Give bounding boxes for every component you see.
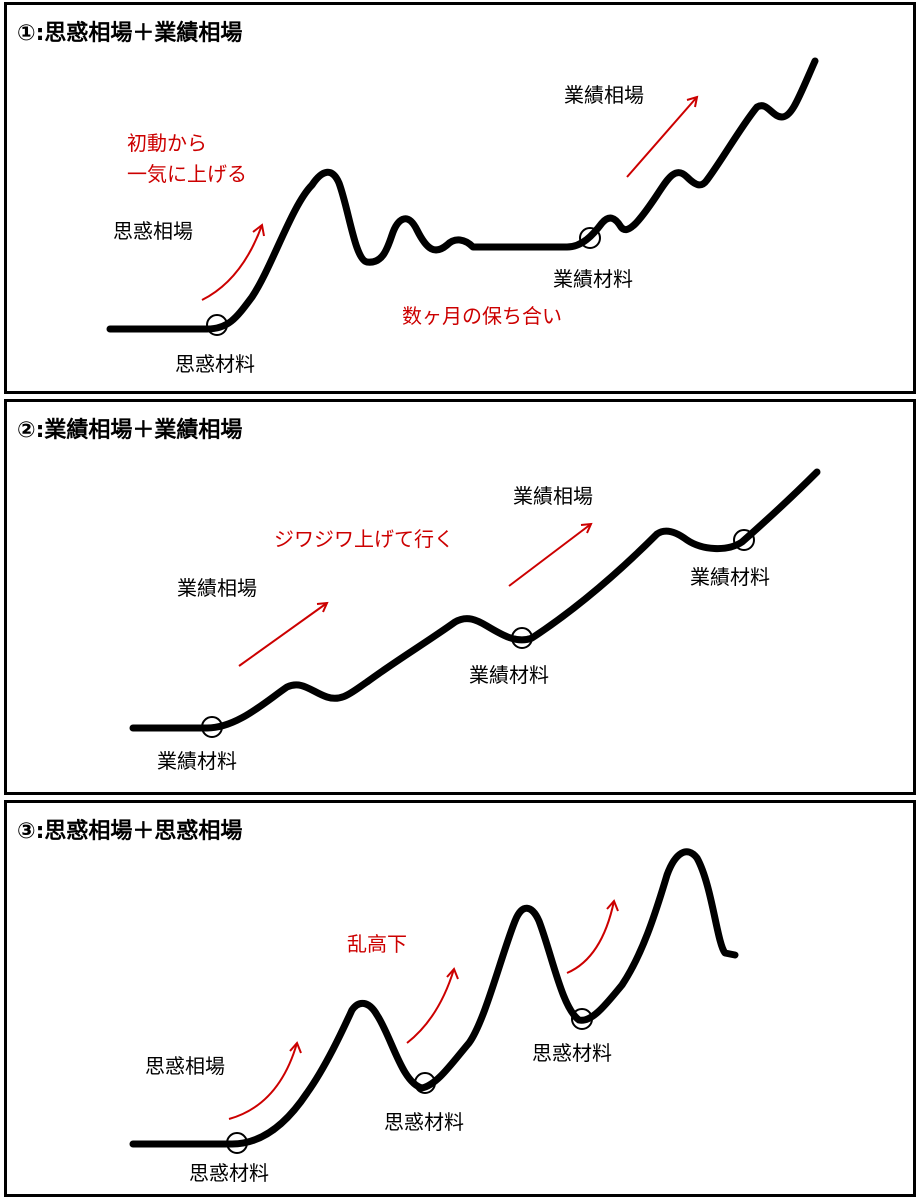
earnings-material-label-1: 業績材料 bbox=[157, 749, 237, 773]
panel-earnings-plus-earnings: 業績相場 業績相場 ジワジワ上げて行く 業績材料 業績材料 業績材料 ②:業績相… bbox=[4, 399, 916, 795]
price-curve bbox=[129, 468, 821, 732]
red-arrowhead-earnings bbox=[686, 95, 699, 108]
red-arrowhead-3 bbox=[606, 899, 619, 912]
speculative-material-label: 思惑材料 bbox=[175, 352, 255, 376]
diagram-canvas: 初動から 一気に上げる 思惑相場 思惑材料 業績相場 業績材料 数ヶ月の保ち合い bbox=[106, 57, 819, 376]
speculative-material-marker-2 bbox=[414, 1072, 436, 1094]
speculative-material-label-2: 思惑材料 bbox=[384, 1110, 464, 1134]
initial-move-label-line1: 初動から bbox=[127, 131, 207, 155]
panel-speculative-plus-earnings: 初動から 一気に上げる 思惑相場 思惑材料 業績相場 業績材料 数ヶ月の保ち合い… bbox=[4, 2, 916, 394]
consolidation-label: 数ヶ月の保ち合い bbox=[402, 304, 562, 328]
red-arrow-1 bbox=[228, 1042, 298, 1120]
price-curve bbox=[106, 57, 819, 333]
earnings-material-marker-2 bbox=[511, 627, 533, 649]
red-arrow-earnings-1 bbox=[238, 602, 328, 667]
diagram-canvas: 思惑相場 乱高下 思惑材料 思惑材料 思惑材料 bbox=[129, 848, 739, 1185]
speculative-market-label: 思惑相場 bbox=[113, 219, 193, 243]
earnings-material-label-3: 業績材料 bbox=[690, 565, 770, 589]
speculative-material-marker-1 bbox=[226, 1132, 248, 1154]
earnings-material-label: 業績材料 bbox=[553, 267, 633, 291]
speculative-material-label-3: 思惑材料 bbox=[532, 1041, 612, 1065]
speculative-market-label: 思惑相場 bbox=[145, 1054, 225, 1078]
panel-title: ①:思惑相場＋業績相場 bbox=[17, 21, 243, 46]
red-arrow-earnings bbox=[626, 96, 698, 178]
diagram-canvas: 業績相場 業績相場 ジワジワ上げて行く 業績材料 業績材料 業績材料 bbox=[129, 468, 821, 773]
red-arrow-2 bbox=[406, 968, 455, 1044]
earnings-market-label: 業績相場 bbox=[564, 83, 644, 107]
red-arrow-speculative bbox=[201, 224, 263, 301]
earnings-market-label-1: 業績相場 bbox=[177, 576, 257, 600]
red-arrowhead-earnings-2 bbox=[580, 522, 593, 534]
speculative-material-marker-3 bbox=[571, 1008, 593, 1030]
panel-title: ②:業績相場＋業績相場 bbox=[17, 418, 243, 443]
red-arrowhead-1 bbox=[289, 1041, 302, 1054]
red-arrowhead-2 bbox=[446, 967, 459, 980]
earnings-material-marker bbox=[579, 227, 601, 249]
earnings-material-label-2: 業績材料 bbox=[469, 663, 549, 687]
gradual-rise-label: ジワジワ上げて行く bbox=[274, 527, 454, 551]
volatile-label: 乱高下 bbox=[347, 932, 407, 956]
earnings-material-marker-3 bbox=[733, 529, 755, 551]
red-arrowhead-earnings-1 bbox=[316, 601, 329, 613]
speculative-material-label-1: 思惑材料 bbox=[189, 1161, 269, 1185]
earnings-material-marker-1 bbox=[201, 716, 223, 738]
earnings-market-label-2: 業績相場 bbox=[513, 484, 593, 508]
panel-speculative-plus-speculative: 思惑相場 乱高下 思惑材料 思惑材料 思惑材料 ③:思惑相場＋思惑相場 bbox=[4, 800, 916, 1197]
panel-title: ③:思惑相場＋思惑相場 bbox=[17, 819, 243, 844]
price-curve bbox=[129, 848, 739, 1148]
red-arrowhead-speculative bbox=[252, 223, 265, 237]
speculative-material-marker bbox=[206, 314, 228, 336]
initial-move-label-line2: 一気に上げる bbox=[127, 162, 247, 186]
red-arrow-earnings-2 bbox=[508, 523, 592, 587]
red-arrow-3 bbox=[566, 900, 615, 974]
